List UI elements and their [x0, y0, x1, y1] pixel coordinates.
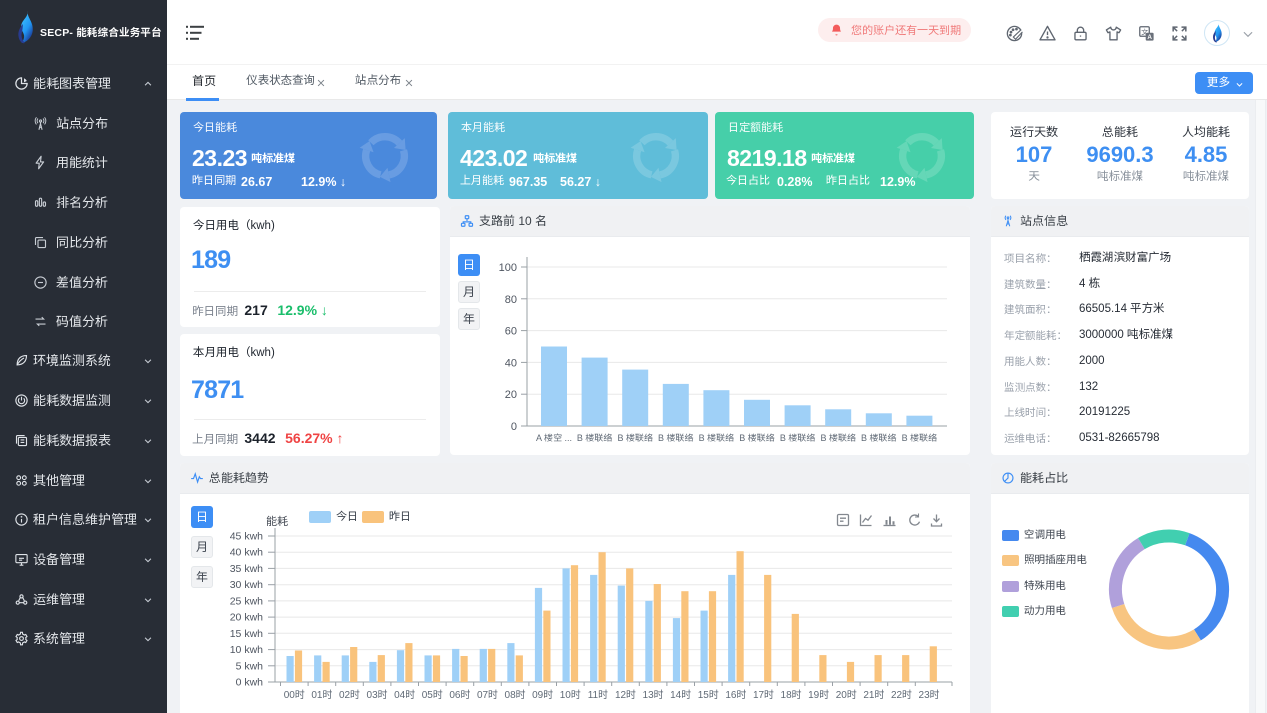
svg-text:60: 60 — [505, 326, 517, 338]
svg-text:01时: 01时 — [311, 690, 333, 701]
svg-text:03时: 03时 — [367, 690, 389, 701]
svg-text:45 kwh: 45 kwh — [230, 531, 263, 543]
svg-text:5 kwh: 5 kwh — [236, 660, 264, 672]
svg-text:A 楼空 ...: A 楼空 ... — [536, 433, 572, 443]
svg-text:B 楼联络: B 楼联络 — [861, 433, 897, 443]
svg-text:23时: 23时 — [919, 690, 941, 701]
svg-text:13时: 13时 — [643, 690, 665, 701]
svg-text:40: 40 — [505, 357, 517, 369]
svg-text:40 kwh: 40 kwh — [230, 547, 263, 559]
svg-text:30 kwh: 30 kwh — [230, 579, 263, 591]
svg-text:B 楼联络: B 楼联络 — [617, 433, 653, 443]
svg-text:10时: 10时 — [560, 690, 582, 701]
svg-text:18时: 18时 — [781, 690, 803, 701]
svg-text:20: 20 — [505, 389, 517, 401]
svg-text:05时: 05时 — [422, 690, 444, 701]
svg-text:08时: 08时 — [505, 690, 527, 701]
svg-text:06时: 06时 — [449, 690, 471, 701]
svg-text:B 楼联络: B 楼联络 — [902, 433, 938, 443]
svg-text:10 kwh: 10 kwh — [230, 644, 263, 656]
svg-text:100: 100 — [499, 262, 517, 274]
svg-text:B 楼联络: B 楼联络 — [820, 433, 856, 443]
svg-text:20时: 20时 — [836, 690, 858, 701]
svg-text:21时: 21时 — [863, 690, 885, 701]
svg-text:17时: 17时 — [753, 690, 775, 701]
svg-text:02时: 02时 — [339, 690, 361, 701]
svg-text:35 kwh: 35 kwh — [230, 563, 263, 575]
svg-text:文: 文 — [1141, 27, 1149, 36]
svg-text:19时: 19时 — [808, 690, 830, 701]
svg-text:B 楼联络: B 楼联络 — [780, 433, 816, 443]
svg-text:14时: 14时 — [670, 690, 692, 701]
svg-text:04时: 04时 — [394, 690, 416, 701]
svg-text:20 kwh: 20 kwh — [230, 612, 263, 624]
svg-text:25 kwh: 25 kwh — [230, 595, 263, 607]
svg-text:80: 80 — [505, 294, 517, 306]
svg-text:16时: 16时 — [725, 690, 747, 701]
svg-text:0 kwh: 0 kwh — [236, 677, 264, 689]
svg-text:09时: 09时 — [532, 690, 554, 701]
svg-text:22时: 22时 — [891, 690, 913, 701]
svg-text:B 楼联络: B 楼联络 — [658, 433, 694, 443]
svg-text:15时: 15时 — [698, 690, 720, 701]
svg-text:B 楼联络: B 楼联络 — [577, 433, 613, 443]
svg-text:12时: 12时 — [615, 690, 637, 701]
svg-text:0: 0 — [511, 421, 517, 433]
svg-text:07时: 07时 — [477, 690, 499, 701]
svg-text:11时: 11时 — [588, 690, 609, 701]
svg-text:00时: 00时 — [284, 690, 306, 701]
svg-text:B 楼联络: B 楼联络 — [739, 433, 775, 443]
svg-text:A: A — [1147, 34, 1152, 41]
svg-text:15 kwh: 15 kwh — [230, 628, 263, 640]
svg-text:B 楼联络: B 楼联络 — [699, 433, 735, 443]
